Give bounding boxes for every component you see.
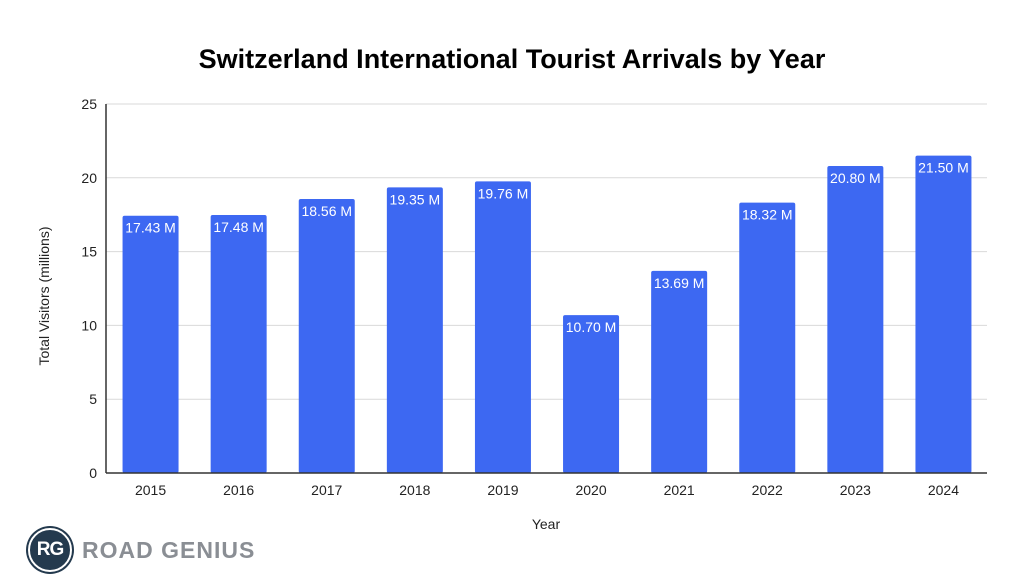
y-axis-title: Total Visitors (millions) xyxy=(36,227,52,366)
data-label: 17.43 M xyxy=(125,220,176,236)
data-label: 21.50 M xyxy=(918,160,969,176)
bar xyxy=(122,215,179,473)
x-tick-label: 2019 xyxy=(487,482,518,498)
data-label: 10.70 M xyxy=(566,319,617,335)
data-label: 13.69 M xyxy=(654,275,705,291)
data-label: 18.56 M xyxy=(301,203,352,219)
bar xyxy=(739,202,796,473)
y-tick-label: 0 xyxy=(89,465,97,481)
bar xyxy=(563,315,620,473)
data-label: 19.35 M xyxy=(390,191,441,207)
y-tick-label: 10 xyxy=(81,317,97,333)
bar xyxy=(651,270,708,473)
chart-title: Switzerland International Tourist Arriva… xyxy=(198,44,826,74)
data-label: 17.48 M xyxy=(213,219,264,235)
x-tick-label: 2020 xyxy=(575,482,606,498)
y-tick-label: 20 xyxy=(81,170,97,186)
bar xyxy=(298,199,355,474)
bar xyxy=(915,155,972,473)
y-tick-label: 5 xyxy=(89,391,97,407)
y-tick-label: 25 xyxy=(81,96,97,112)
x-tick-label: 2017 xyxy=(311,482,342,498)
x-tick-label: 2016 xyxy=(223,482,254,498)
x-tick-label: 2022 xyxy=(752,482,783,498)
x-tick-label: 2024 xyxy=(928,482,959,498)
x-axis-title: Year xyxy=(532,516,561,532)
logo-text: ROAD GENIUS xyxy=(82,536,256,563)
logo-badge-icon: RG xyxy=(28,528,72,572)
bar xyxy=(386,187,443,474)
data-label: 20.80 M xyxy=(830,170,881,186)
data-label: 19.76 M xyxy=(478,185,529,201)
x-tick-label: 2021 xyxy=(664,482,695,498)
x-tick-label: 2018 xyxy=(399,482,430,498)
bar xyxy=(210,214,267,474)
data-label: 18.32 M xyxy=(742,207,793,223)
bar xyxy=(474,181,531,473)
x-tick-label: 2015 xyxy=(135,482,166,498)
road-genius-logo: RG ROAD GENIUS xyxy=(28,528,255,572)
bar xyxy=(827,165,884,473)
x-tick-label: 2023 xyxy=(840,482,871,498)
y-tick-label: 15 xyxy=(81,244,97,260)
